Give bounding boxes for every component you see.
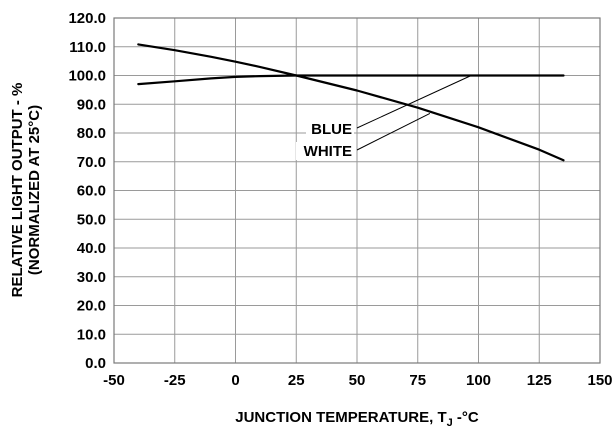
y-tick-label: 0.0 (85, 355, 106, 372)
series-line-white (137, 43, 565, 162)
x-tick-label: 125 (527, 372, 552, 389)
x-axis-title-subscript: J (447, 417, 453, 429)
x-tick-label: -50 (103, 372, 125, 389)
x-tick-label: 150 (587, 372, 612, 389)
x-tick-label: 75 (409, 372, 426, 389)
y-tick-label: 70.0 (77, 154, 106, 171)
series-line-blue (137, 74, 565, 86)
y-tick-labels: 0.0 10.0 20.0 30.0 40.0 50.0 60.0 70.0 80.0 90.0 1… (68, 10, 106, 372)
x-tick-label: -25 (164, 372, 186, 389)
y-tick-label: 60.0 (77, 183, 106, 200)
y-tick-label: 10.0 (77, 326, 106, 343)
x-axis-title: JUNCTION TEMPERATURE, TJ -°C (235, 409, 479, 429)
y-tick-label: 110.0 (69, 39, 106, 56)
y-tick-label: 100.0 (68, 68, 106, 85)
callout-leader-blue (356, 75, 472, 129)
x-tick-label: 50 (349, 372, 366, 389)
callouts: BLUE WHITE (296, 75, 472, 160)
y-tick-label: 30.0 (77, 269, 106, 286)
y-tick-label: 120.0 (68, 10, 106, 27)
x-tick-label: 25 (288, 372, 305, 389)
y-tick-label: 40.0 (77, 240, 106, 257)
grid (113, 17, 601, 364)
x-tick-labels: -50 -25 0 25 50 75 100 125 150 (103, 372, 612, 389)
callout-leader-white (356, 113, 431, 151)
y-axis-title-line1: RELATIVE LIGHT OUTPUT - % (9, 83, 26, 298)
callout-label-white: WHITE (304, 143, 352, 160)
y-tick-label: 50.0 (77, 211, 106, 228)
y-tick-label: 80.0 (77, 125, 106, 142)
y-tick-label: 20.0 (77, 298, 106, 315)
callout-label-blue: BLUE (311, 121, 352, 138)
callout-label-bg (296, 142, 354, 160)
x-tick-label: 100 (466, 372, 491, 389)
y-tick-label: 90.0 (77, 96, 106, 113)
plot-frame (113, 17, 601, 364)
y-axis-title: RELATIVE LIGHT OUTPUT - % (NORMALIZED AT… (9, 83, 43, 298)
callout-label-bg (306, 120, 354, 138)
x-tick-label: 0 (231, 372, 239, 389)
y-axis-title-line2: (NORMALIZED AT 25°C) (26, 105, 43, 275)
series-layer (137, 43, 565, 162)
